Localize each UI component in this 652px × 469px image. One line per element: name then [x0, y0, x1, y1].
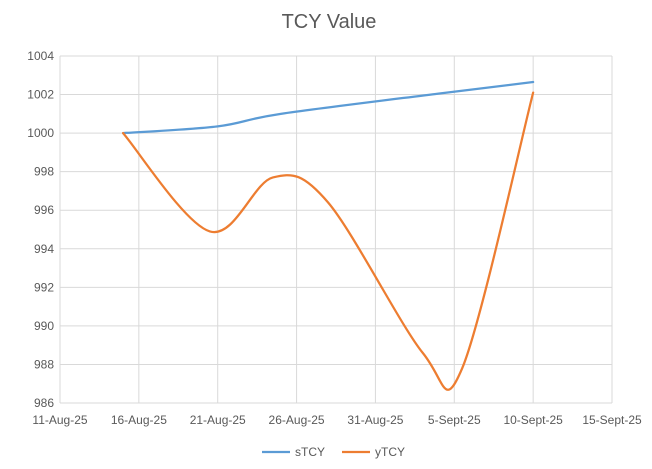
y-tick-label: 1000	[27, 126, 54, 140]
legend: sTCY yTCY	[262, 445, 405, 459]
grid	[59, 55, 613, 404]
x-tick-label: 15-Sept-25	[582, 413, 642, 427]
y-tick-label: 994	[34, 242, 54, 256]
y-tick-label: 998	[34, 165, 54, 179]
x-tick-label: 10-Sept-25	[503, 413, 563, 427]
x-tick-label: 16-Aug-25	[111, 413, 167, 427]
x-tick-label: 21-Aug-25	[190, 413, 246, 427]
legend-label-stcy: sTCY	[295, 445, 325, 459]
series-line-stcy	[121, 80, 535, 135]
legend-label-ytcy: yTCY	[375, 445, 405, 459]
y-tick-label: 986	[34, 396, 54, 410]
y-tick-label: 1004	[27, 49, 54, 63]
x-tick-label: 26-Aug-25	[269, 413, 325, 427]
y-tick-label: 996	[34, 203, 54, 217]
y-tick-label: 1002	[27, 88, 54, 102]
x-tick-label: 5-Sept-25	[428, 413, 481, 427]
x-axis-ticks: 11-Aug-25 16-Aug-25 21-Aug-25 26-Aug-25 31-A…	[32, 413, 642, 427]
x-tick-label: 31-Aug-25	[347, 413, 403, 427]
y-tick-label: 992	[34, 280, 54, 294]
y-tick-label: 990	[34, 319, 54, 333]
series-lines	[121, 80, 535, 391]
y-axis-ticks: 986 988 990 992 994 996 998 1000 1002 1004	[27, 49, 54, 410]
x-tick-label: 11-Aug-25	[32, 413, 87, 427]
chart-title: TCY Value	[282, 11, 377, 33]
series-line-ytcy	[121, 91, 535, 391]
y-tick-label: 988	[34, 357, 54, 371]
